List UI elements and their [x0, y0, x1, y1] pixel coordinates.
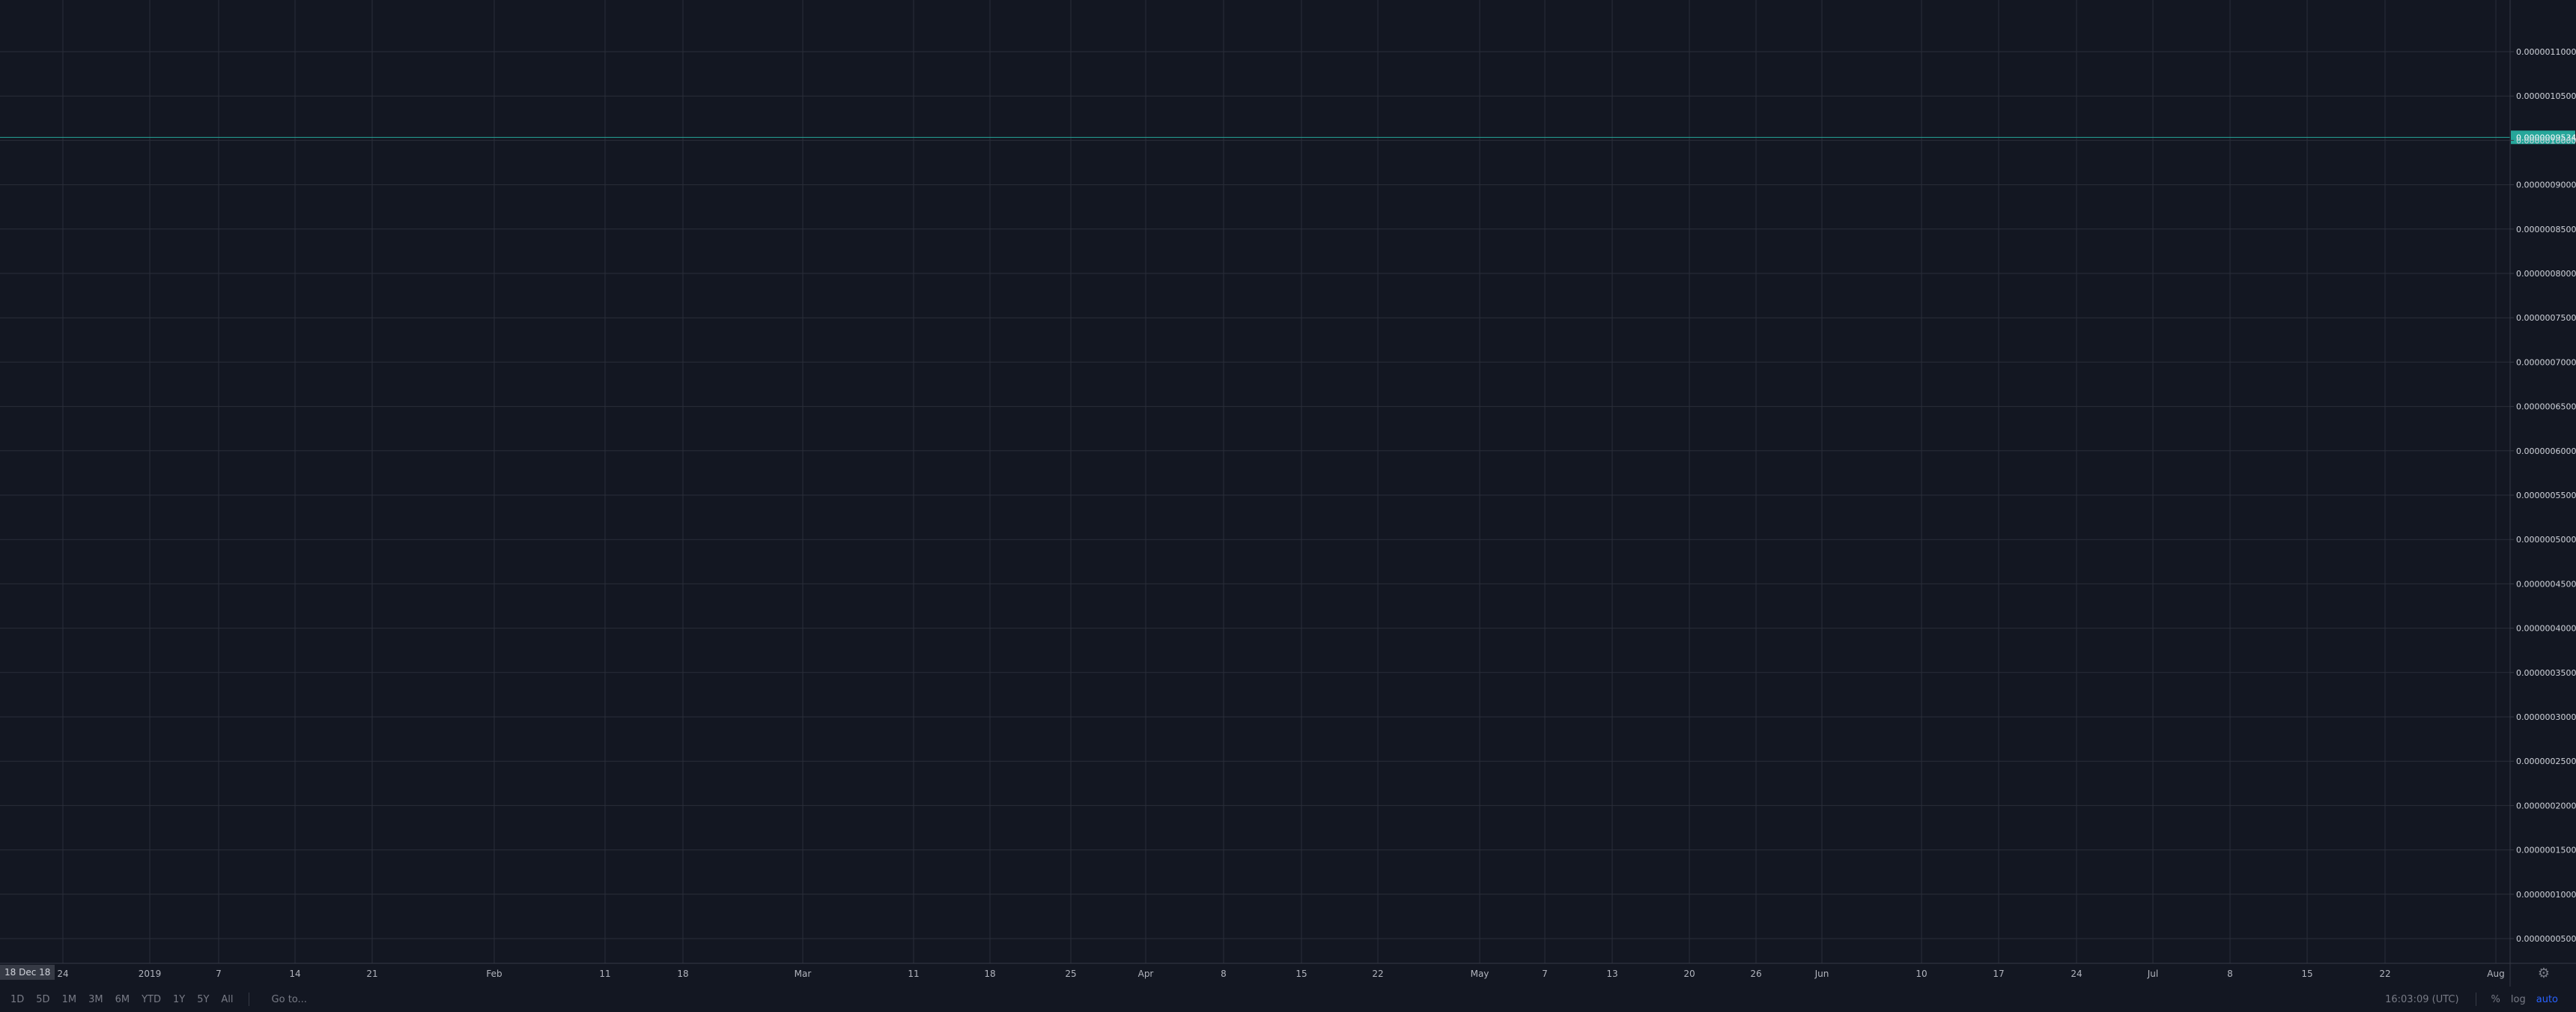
range-button-3m[interactable]: 3M: [88, 993, 103, 1005]
price-tick-label: 0.00000005000: [2516, 934, 2576, 944]
time-tick-label: 20: [1683, 969, 1695, 979]
last-price-badge: [2511, 130, 2575, 145]
time-tick-label: May: [1471, 969, 1489, 979]
auto-scale-button[interactable]: auto: [2536, 993, 2558, 1005]
goto-button[interactable]: Go to...: [271, 993, 307, 1005]
price-tick-label: 0.00000090000: [2516, 181, 2576, 190]
time-axis[interactable]: 24 2019 7 14 21 Feb 11 18 Mar 11 18 25 Apr 8 15 22 May 7 1…: [0, 963, 2576, 979]
time-tick-label: 24: [57, 969, 68, 979]
bottom-toolbar: 1D 5D 1M 3M 6M YTD 1Y 5Y All Go to... 16…: [0, 987, 2576, 1012]
price-tick-label: 0.00000030000: [2516, 712, 2576, 722]
time-tick-label: 15: [1295, 969, 1307, 979]
time-tick-label: 22: [1372, 969, 1383, 979]
time-tick-label: 10: [1916, 969, 1927, 979]
price-tick-label: 0.00000045000: [2516, 579, 2576, 589]
price-tick-label: 0.00000050000: [2516, 535, 2576, 545]
time-tick-label: Jul: [2147, 969, 2158, 979]
price-tick-label: 0.00000040000: [2516, 624, 2576, 634]
time-tick-label: 8: [2227, 969, 2233, 979]
time-tick-label: 17: [1993, 969, 2004, 979]
price-tick-label: 0.00000015000: [2516, 846, 2576, 855]
time-tick-label: 8: [1221, 969, 1227, 979]
range-button-5y[interactable]: 5Y: [197, 993, 210, 1005]
toolbar-right-group: 16:03:09 (UTC) % log auto: [2385, 987, 2558, 1012]
price-tick-label: 0.00000085000: [2516, 225, 2576, 234]
price-tick-label: 0.00000035000: [2516, 668, 2576, 678]
time-tick-label: Aug: [2487, 969, 2504, 979]
time-tick-label: 2019: [139, 969, 162, 979]
range-button-1d[interactable]: 1D: [10, 993, 25, 1005]
time-tick-label: 7: [216, 969, 222, 979]
time-tick-label: Jun: [1814, 969, 1829, 979]
range-button-1m[interactable]: 1M: [61, 993, 77, 1005]
price-tick-label: 0.00000055000: [2516, 491, 2576, 500]
time-tick-label: 25: [1065, 969, 1076, 979]
range-button-5d[interactable]: 5D: [36, 993, 50, 1005]
price-tick-label: 0.00000060000: [2516, 446, 2576, 456]
price-tick-label: 0.00000080000: [2516, 269, 2576, 279]
time-tick-label: Apr: [1138, 969, 1154, 979]
range-button-6m[interactable]: 6M: [115, 993, 130, 1005]
price-tick-label: 0.00000075000: [2516, 313, 2576, 323]
time-tick-label: 11: [908, 969, 919, 979]
time-tick-label: 18: [984, 969, 995, 979]
percent-scale-button[interactable]: %: [2491, 993, 2500, 1005]
time-tick-label: 14: [289, 969, 300, 979]
price-tick-label: 0.00000065000: [2516, 402, 2576, 412]
price-tick-label: 0.00000020000: [2516, 801, 2576, 810]
grid-lines: [0, 0, 2510, 963]
price-tick-label: 0.00000110000: [2516, 47, 2576, 57]
last-price-label: 0.00000095345: [2516, 133, 2576, 142]
price-tick-label: 0.00000025000: [2516, 757, 2576, 766]
price-chart[interactable]: 0.00000095345 0.00000005000 0.00000010000…: [0, 0, 2576, 987]
price-tick-label: 0.00000100000: [2516, 136, 2576, 145]
time-tick-label: 21: [366, 969, 377, 979]
time-tick-label: 26: [1750, 969, 1761, 979]
last-price-line: 0.00000095345: [0, 130, 2576, 145]
time-tick-label: 18: [677, 969, 688, 979]
gear-icon[interactable]: ⚙: [2537, 965, 2551, 981]
range-button-ytd[interactable]: YTD: [142, 993, 161, 1005]
range-button-1y[interactable]: 1Y: [172, 993, 186, 1005]
time-tick-label: 7: [1542, 969, 1548, 979]
price-tick-label: 0.00000010000: [2516, 890, 2576, 900]
price-tick-label: 0.00000070000: [2516, 357, 2576, 367]
time-tick-label: Feb: [486, 969, 502, 979]
utc-clock[interactable]: 16:03:09 (UTC): [2385, 993, 2459, 1005]
range-button-all[interactable]: All: [221, 993, 234, 1005]
time-tick-label: 15: [2301, 969, 2312, 979]
time-tick-label: Mar: [795, 969, 812, 979]
time-tick-label: 13: [1606, 969, 1617, 979]
time-tick-label: 22: [2379, 969, 2390, 979]
log-scale-button[interactable]: log: [2510, 993, 2526, 1005]
price-tick-label: 0.00000105000: [2516, 91, 2576, 101]
time-tick-label: 11: [599, 969, 610, 979]
start-date-label: 18 Dec 18: [0, 965, 55, 980]
time-tick-label: 24: [2071, 969, 2082, 979]
price-axis[interactable]: 0.00000005000 0.00000010000 0.00000015000 0…: [2509, 0, 2576, 987]
